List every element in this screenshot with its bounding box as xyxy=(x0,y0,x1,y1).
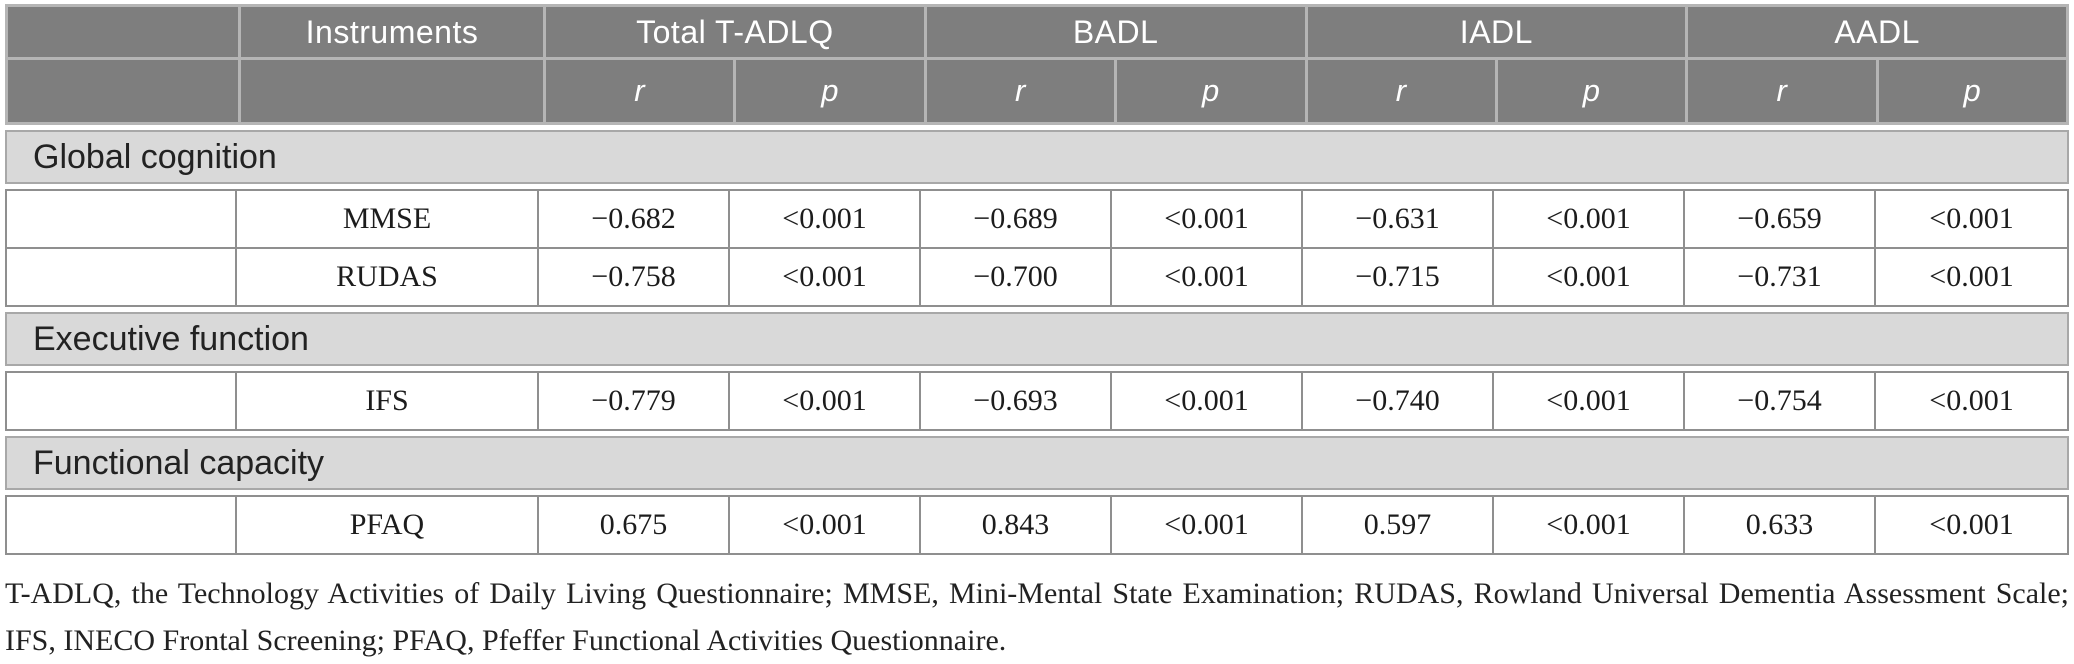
value-cell: −0.682 xyxy=(539,191,730,247)
header-stat-p: p xyxy=(1117,60,1305,122)
table-row-ifs: IFS −0.779 <0.001 −0.693 <0.001 −0.740 <… xyxy=(7,373,2067,429)
header-stat-r: r xyxy=(1688,60,1876,122)
instrument-cell: PFAQ xyxy=(237,497,539,553)
value-cell: −0.758 xyxy=(539,249,730,305)
header-stat-p: p xyxy=(736,60,924,122)
header-corner-cell xyxy=(8,7,238,57)
value-cell: −0.631 xyxy=(1303,191,1494,247)
header-group-aadl: AADL xyxy=(1688,7,2066,57)
header-group-iadl: IADL xyxy=(1307,7,1686,57)
section-header-executive-function: Executive function xyxy=(5,312,2069,366)
instrument-cell: MMSE xyxy=(237,191,539,247)
header-stat-r: r xyxy=(546,60,734,122)
row-indent-cell xyxy=(7,497,237,553)
value-cell: <0.001 xyxy=(1112,373,1303,429)
table-row-rudas: RUDAS −0.758 <0.001 −0.700 <0.001 −0.715… xyxy=(7,247,2067,305)
section-header-functional-capacity: Functional capacity xyxy=(5,436,2069,490)
value-cell: <0.001 xyxy=(1112,497,1303,553)
value-cell: <0.001 xyxy=(730,497,921,553)
value-cell: −0.779 xyxy=(539,373,730,429)
section-header-global-cognition: Global cognition xyxy=(5,130,2069,184)
value-cell: <0.001 xyxy=(1929,260,2014,293)
header-stat-r: r xyxy=(926,60,1115,122)
header-stat-p: p xyxy=(1497,60,1686,122)
header-instruments: Instruments xyxy=(241,7,543,57)
value-cell: <0.001 xyxy=(1494,249,1685,305)
value-cell: <0.001 xyxy=(730,249,921,305)
table-row-mmse: MMSE −0.682 <0.001 −0.689 <0.001 −0.631 … xyxy=(7,191,2067,247)
value-cell: −0.689 xyxy=(921,191,1112,247)
value-cell: <0.001 xyxy=(730,373,921,429)
value-cell: −0.715 xyxy=(1303,249,1494,305)
table-header: Instruments Total T-ADLQ BADL IADL AADL … xyxy=(5,4,2069,125)
row-indent-cell xyxy=(7,249,237,305)
row-indent-cell xyxy=(7,191,237,247)
header-stat-p: p xyxy=(1878,60,2066,122)
row-group-functional-capacity: PFAQ 0.675 <0.001 0.843 <0.001 0.597 <0.… xyxy=(5,495,2069,555)
value-cell: 0.843 xyxy=(921,497,1112,553)
value-cell: −0.754 xyxy=(1685,373,1876,429)
value-cell: <0.001 xyxy=(1494,497,1685,553)
value-cell: <0.001 xyxy=(1494,373,1685,429)
value-cell: −0.659 xyxy=(1685,191,1876,247)
header-group-total-tadlq: Total T-ADLQ xyxy=(546,7,924,57)
value-cell: −0.740 xyxy=(1303,373,1494,429)
value-cell: 0.675 xyxy=(539,497,730,553)
row-group-global-cognition: MMSE −0.682 <0.001 −0.689 <0.001 −0.631 … xyxy=(5,189,2069,307)
value-cell: <0.001 xyxy=(1112,191,1303,247)
value-cell: −0.693 xyxy=(921,373,1112,429)
value-cell: <0.001 xyxy=(730,191,921,247)
instrument-cell: IFS xyxy=(237,373,539,429)
value-cell: <0.001 xyxy=(1929,508,2014,541)
row-group-executive-function: IFS −0.779 <0.001 −0.693 <0.001 −0.740 <… xyxy=(5,371,2069,431)
value-cell: <0.001 xyxy=(1929,384,2014,417)
row-indent-cell xyxy=(7,373,237,429)
header-group-badl: BADL xyxy=(926,7,1305,57)
value-cell: −0.731 xyxy=(1685,249,1876,305)
header-empty-cell xyxy=(8,60,238,122)
value-cell: <0.001 xyxy=(1112,249,1303,305)
value-cell: <0.001 xyxy=(1929,202,2014,235)
value-cell: 0.597 xyxy=(1303,497,1494,553)
instrument-cell: RUDAS xyxy=(237,249,539,305)
header-empty-cell xyxy=(241,60,543,122)
correlation-table: Instruments Total T-ADLQ BADL IADL AADL … xyxy=(5,4,2069,555)
value-cell: −0.700 xyxy=(921,249,1112,305)
table-row-pfaq: PFAQ 0.675 <0.001 0.843 <0.001 0.597 <0.… xyxy=(7,497,2067,553)
value-cell: <0.001 xyxy=(1494,191,1685,247)
header-stat-r: r xyxy=(1307,60,1495,122)
table-footnote: T-ADLQ, the Technology Activities of Dai… xyxy=(5,577,2069,657)
value-cell: 0.633 xyxy=(1685,497,1876,553)
